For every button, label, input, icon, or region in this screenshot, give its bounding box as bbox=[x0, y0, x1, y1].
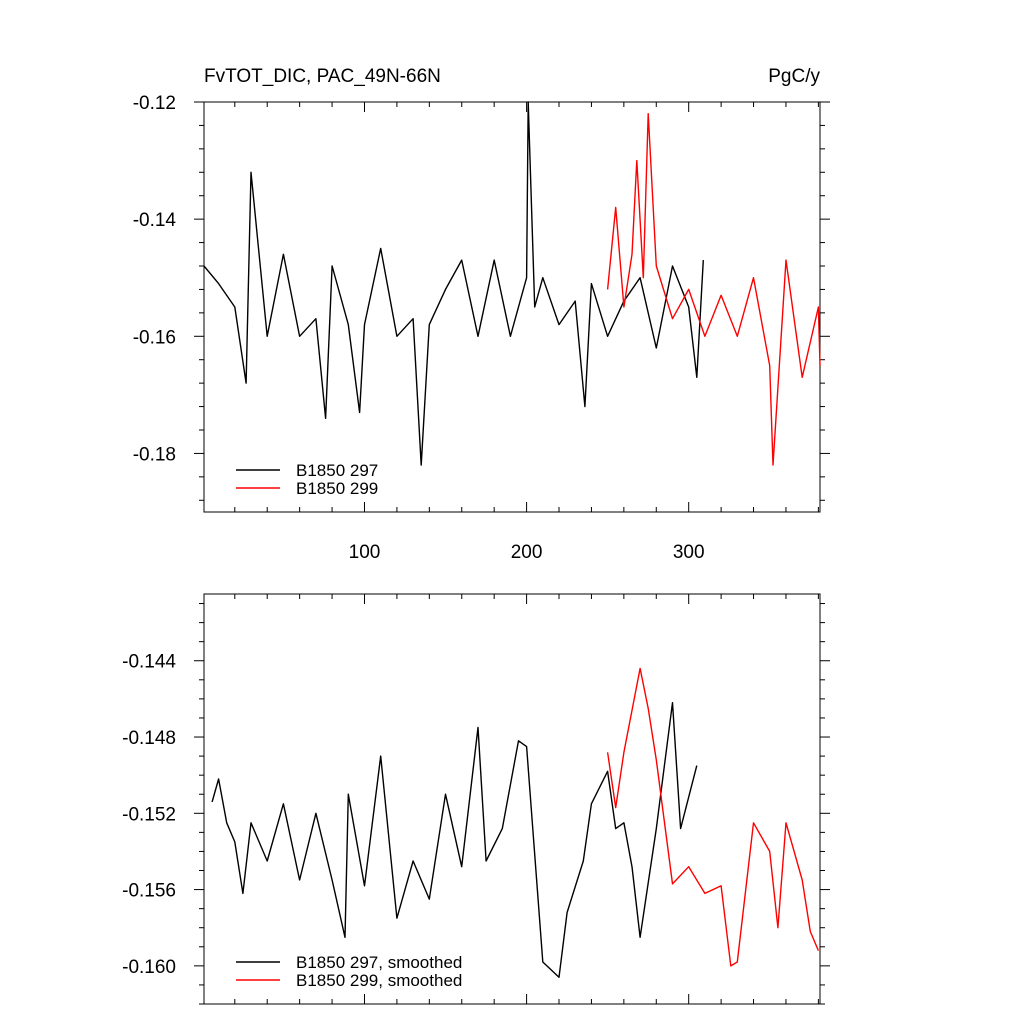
legend-label-2: B1850 299 bbox=[296, 479, 378, 498]
y-tick-label: -0.156 bbox=[122, 881, 176, 902]
y-tick-label: -0.148 bbox=[122, 728, 176, 749]
y-tick-label: -0.18 bbox=[133, 444, 176, 465]
bottom-axis-ticks: -0.144 -0.148 -0.152 -0.156 -0.160 bbox=[122, 594, 830, 1005]
legend-label-1: B1850 297, smoothed bbox=[296, 953, 462, 972]
y-tick-label: -0.16 bbox=[133, 327, 176, 348]
bottom-series-group bbox=[211, 667, 820, 978]
series-line-2 bbox=[606, 112, 821, 466]
bottom-panel: -0.144 -0.148 -0.152 -0.156 -0.160 B1850 297… bbox=[122, 593, 830, 1005]
bottom-plot-frame bbox=[203, 593, 821, 1005]
series-line-1 bbox=[211, 702, 698, 978]
y-tick-label: -0.144 bbox=[122, 652, 176, 673]
y-tick-label: -0.160 bbox=[122, 957, 176, 978]
y-tick-label: -0.152 bbox=[122, 804, 176, 825]
series-line-1 bbox=[203, 101, 704, 466]
chart-title: FvTOT_DIC, PAC_49N-66N bbox=[204, 66, 441, 87]
x-tick-label: 100 bbox=[349, 542, 381, 563]
x-tick-label: 300 bbox=[673, 542, 705, 563]
units-label: PgC/y bbox=[768, 66, 820, 87]
top-plot-frame bbox=[203, 101, 821, 513]
top-panel: 100 200 300 -0.12 -0.14 -0.16 -0.18 B1850 297B… bbox=[133, 93, 830, 563]
legend-label-1: B1850 297 bbox=[296, 461, 378, 480]
x-tick-label: 200 bbox=[511, 542, 543, 563]
series-line-2 bbox=[606, 667, 820, 967]
top-axis-ticks: 100 200 300 -0.12 -0.14 -0.16 -0.18 bbox=[133, 93, 830, 563]
y-tick-label: -0.12 bbox=[133, 93, 176, 114]
y-tick-label: -0.14 bbox=[133, 210, 177, 231]
top-series-group bbox=[203, 101, 821, 466]
legend-label-2: B1850 299, smoothed bbox=[296, 971, 462, 990]
